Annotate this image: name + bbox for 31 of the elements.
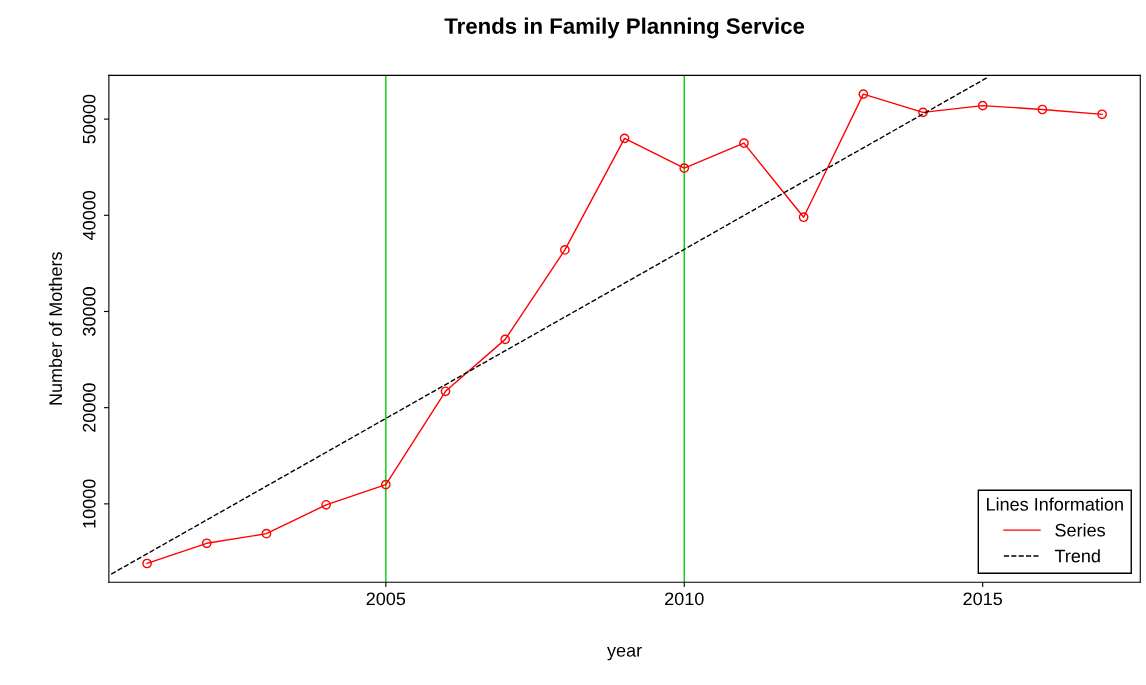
y-tick-label: 50000 <box>82 94 96 144</box>
point <box>679 163 690 174</box>
chart-title: Trends in Family Planning Service <box>444 17 805 39</box>
point <box>321 499 331 510</box>
point <box>500 334 511 345</box>
y-tick-label: 20000 <box>82 383 96 432</box>
point <box>261 528 272 539</box>
point <box>798 212 809 223</box>
x-tick-label: 2005 <box>366 592 406 606</box>
legend-label: Series <box>1055 523 1105 537</box>
y-tick-label: 30000 <box>82 287 96 336</box>
y-axis-title: Number of Mothers <box>48 252 63 405</box>
x-tick-label: 2010 <box>665 592 704 606</box>
point <box>918 107 928 118</box>
point <box>142 558 152 569</box>
y-tick-label: 10000 <box>82 479 96 528</box>
point <box>440 386 451 397</box>
point <box>1097 109 1107 120</box>
point <box>977 100 988 111</box>
point <box>560 245 570 255</box>
point <box>380 479 391 490</box>
y-tick-label: 40000 <box>82 190 96 240</box>
point <box>201 538 212 549</box>
point <box>739 138 749 149</box>
point <box>858 89 869 99</box>
x-axis-title: year <box>607 646 642 661</box>
x-tick-label: 2015 <box>963 592 1003 606</box>
legend-label: Trend <box>1054 549 1100 563</box>
point <box>619 133 630 144</box>
legend-title: Lines Information <box>987 497 1123 511</box>
point <box>1037 104 1048 115</box>
